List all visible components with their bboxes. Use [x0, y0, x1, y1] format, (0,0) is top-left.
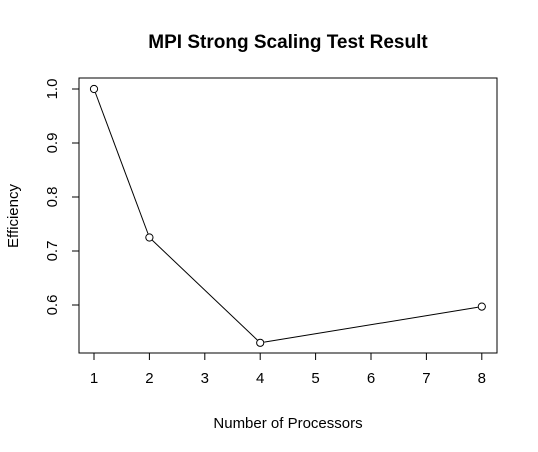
x-tick-label: 1 [90, 370, 98, 387]
y-axis: 0.6 0.7 0.8 0.9 1.0 [44, 79, 80, 316]
x-tick-label: 3 [201, 370, 209, 387]
x-axis: 1 2 3 4 5 6 7 8 [90, 352, 486, 387]
x-tick-label: 8 [478, 370, 486, 387]
series-line-segment [151, 239, 258, 341]
x-axis-label: Number of Processors [213, 415, 362, 432]
data-point [89, 84, 99, 94]
data-point [477, 302, 486, 311]
series-line-segment [94, 92, 149, 234]
series [89, 84, 486, 347]
y-tick-label: 0.7 [44, 241, 61, 262]
data-point [145, 233, 154, 242]
y-tick-label: 0.9 [44, 133, 61, 154]
series-line-segment [264, 306, 478, 343]
x-tick-label: 2 [145, 370, 153, 387]
y-axis-label: Efficiency [5, 184, 22, 248]
chart-title: MPI Strong Scaling Test Result [148, 32, 428, 53]
x-tick-label: 6 [367, 370, 375, 387]
y-tick-label: 0.8 [44, 187, 61, 208]
x-tick-label: 7 [422, 370, 430, 387]
data-point [256, 338, 265, 347]
y-tick-label: 1.0 [44, 79, 61, 100]
y-tick-label: 0.6 [44, 295, 61, 316]
x-tick-label: 5 [311, 370, 319, 387]
x-tick-label: 4 [256, 370, 264, 387]
